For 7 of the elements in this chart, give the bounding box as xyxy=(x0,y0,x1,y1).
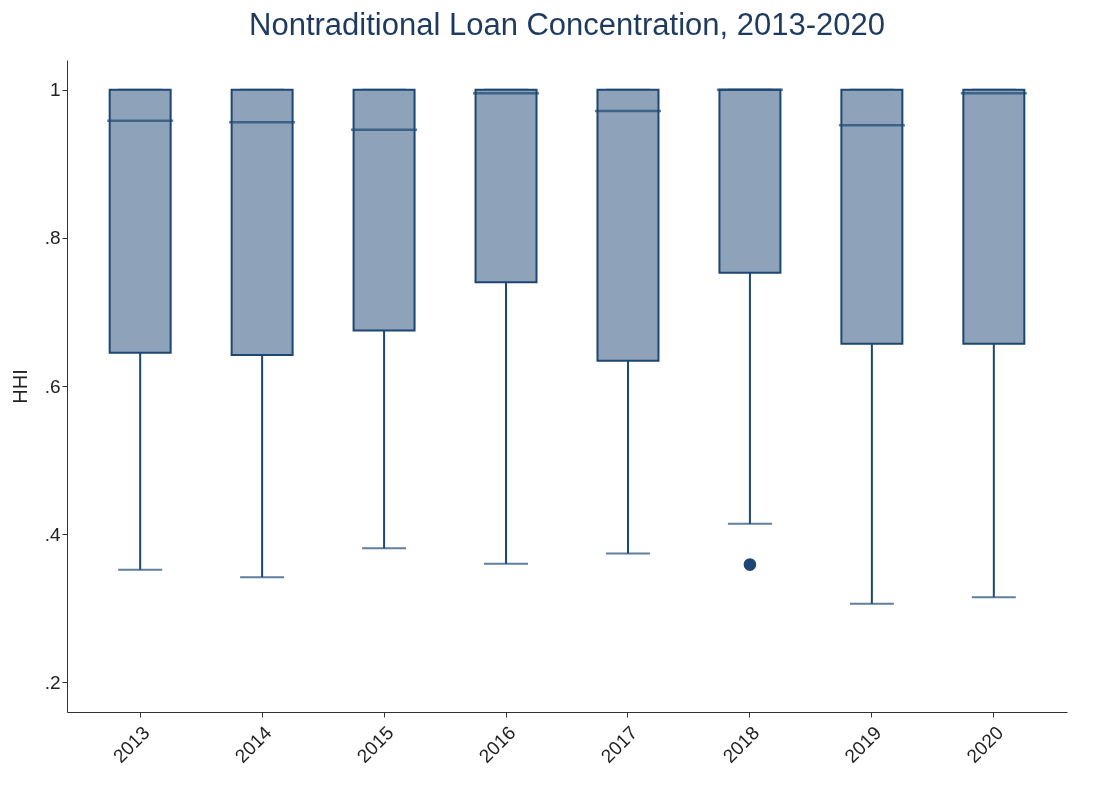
y-tick-label: .4 xyxy=(44,523,61,545)
chart-title: Nontraditional Loan Concentration, 2013-2020 xyxy=(249,7,885,42)
y-tick-label: .6 xyxy=(44,375,61,397)
y-tick-label: .8 xyxy=(44,227,61,249)
y-tick-label: .2 xyxy=(44,671,61,693)
y-axis-title: HHI xyxy=(8,369,31,404)
y-tick-label: 1 xyxy=(49,79,61,101)
